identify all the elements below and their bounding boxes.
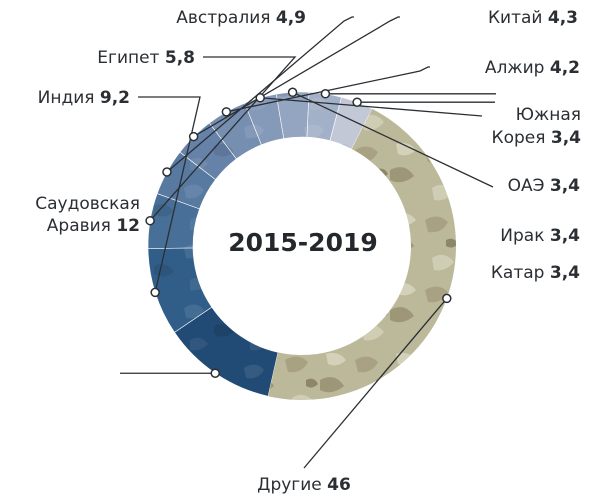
label-text-катар: Катар 3,4 <box>491 263 580 283</box>
slice-texture-катар <box>329 97 373 149</box>
label-text-саудовская-аравия: Аравия 12 <box>47 216 140 236</box>
center-label: 2015-2019 <box>228 228 378 257</box>
label-text-алжир: Алжир 4,2 <box>485 58 580 78</box>
label-text-египет: Египет 5,8 <box>97 48 195 68</box>
leader-dot-китай <box>188 131 199 142</box>
label-text-другие: Другие 46 <box>257 475 351 495</box>
value-label-австралия: 4,9 <box>276 8 306 28</box>
slice-texture-индия <box>148 247 212 333</box>
label-индия: Индия 9,2 <box>38 88 130 108</box>
leader-dot-ирак <box>320 89 331 99</box>
leader-dot-оаэ <box>287 87 298 98</box>
label-алжир: Алжир 4,2 <box>485 58 580 78</box>
slice-texture-египет <box>147 193 200 249</box>
label-text-оаэ: ОАЭ 3,4 <box>508 176 581 196</box>
value-label-катар: 3,4 <box>550 263 580 283</box>
leader-line-китай <box>193 16 400 138</box>
label-text-южная-корея: Корея 3,4 <box>492 128 582 148</box>
label-text-индия: Индия 9,2 <box>38 88 130 108</box>
leader-dot-катар <box>352 97 362 107</box>
leader-dot-южная-корея <box>255 93 265 103</box>
label-ирак: Ирак 3,4 <box>500 226 580 246</box>
leader-line-египет <box>149 56 297 222</box>
label-южная-корея: Южная Корея 3,4 <box>492 105 582 148</box>
leader-line-австралия <box>166 16 354 173</box>
leader-line-оаэ <box>292 91 494 188</box>
value-label-китай: 4,3 <box>548 8 578 28</box>
slice-texture-южная-корея <box>244 94 284 145</box>
label-text-австралия: Австралия 4,9 <box>176 8 306 28</box>
leader-line-южная-корея <box>260 97 483 117</box>
value-label-индия: 9,2 <box>100 88 130 108</box>
slice-texture-саудовская-аравия <box>174 307 279 397</box>
label-text-саудовская-аравия: Саудовская <box>35 194 140 214</box>
leader-dot-австралия <box>162 167 172 177</box>
value-label-другие: 46 <box>327 475 351 495</box>
label-text-ирак: Ирак 3,4 <box>500 226 580 246</box>
value-label-алжир: 4,2 <box>550 58 580 78</box>
label-саудовская-аравия: Саудовская Аравия 12 <box>35 194 140 236</box>
slice-texture-алжир <box>209 103 262 159</box>
label-китай: Китай 4,3 <box>488 8 578 28</box>
label-австралия: Австралия 4,9 <box>176 8 306 28</box>
slice-labels: Саудовская Аравия 12 Индия 9,2 Египет 5,8 Ав… <box>35 8 581 495</box>
label-text-южная-корея: Южная <box>516 105 581 125</box>
slice-texture-другие <box>268 108 457 401</box>
leader-dot-египет <box>145 215 155 226</box>
label-text-китай: Китай 4,3 <box>488 8 578 28</box>
slice-texture-оаэ <box>276 92 310 139</box>
leader-lines <box>120 16 496 469</box>
value-label-ирак: 3,4 <box>550 226 580 246</box>
leader-dot-саудовская-аравия <box>210 368 220 378</box>
value-label-саудовская-аравия: 12 <box>116 216 140 236</box>
value-label-египет: 5,8 <box>165 48 195 68</box>
leader-dot-алжир <box>221 107 232 117</box>
label-другие: Другие 46 <box>257 475 351 495</box>
value-label-оаэ: 3,4 <box>550 176 580 196</box>
label-оаэ: ОАЭ 3,4 <box>508 176 581 196</box>
leader-line-индия <box>138 96 201 293</box>
value-label-южная-корея: 3,4 <box>551 128 581 148</box>
leader-dot-индия <box>150 287 160 298</box>
leader-line-другие <box>303 297 448 469</box>
leader-dot-другие <box>442 293 452 304</box>
label-катар: Катар 3,4 <box>491 263 580 283</box>
label-египет: Египет 5,8 <box>97 48 195 68</box>
